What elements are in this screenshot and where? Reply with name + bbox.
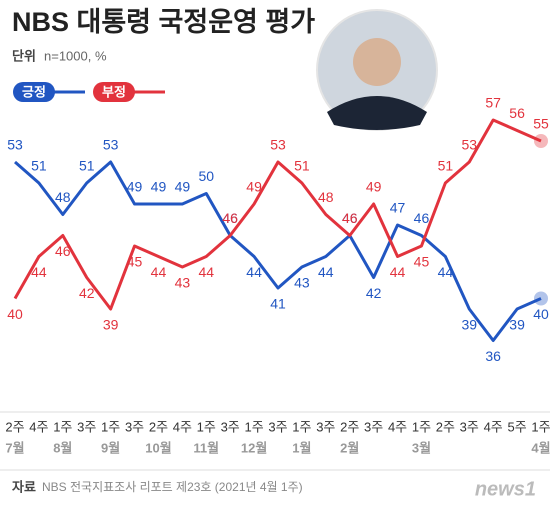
x-tick-label: 4주 [173,419,192,434]
month-label: 4월 [531,440,550,455]
x-tick-label: 2주 [436,419,455,434]
source: NBS 전국지표조사 리포트 제23호 (2021년 4월 1주) [42,480,303,494]
x-tick-label: 4주 [388,419,407,434]
legend-label: 부정 [102,84,126,99]
data-label: 44 [390,264,406,280]
data-label: 44 [151,264,167,280]
unit: n=1000, % [44,48,107,63]
data-label: 51 [79,158,95,174]
data-label: 45 [127,254,143,270]
data-label: 43 [294,275,310,291]
legend-swatch [93,82,135,102]
x-tick-label: 5주 [507,419,526,434]
x-tick-label: 3주 [460,419,479,434]
data-label: 39 [509,317,525,333]
x-tick-label: 2주 [340,419,359,434]
data-label: 39 [103,317,119,333]
data-label: 51 [294,158,310,174]
data-label: 46 [414,210,430,226]
data-label: 49 [175,179,191,195]
legend-label: 긍정 [22,84,46,99]
x-tick-label: 1주 [101,419,120,434]
x-tick-label: 1주 [531,419,550,434]
x-tick-label: 2주 [5,419,24,434]
month-label: 1월 [292,440,311,455]
data-label: 44 [246,264,262,280]
data-label: 46 [222,210,238,226]
data-label: 46 [342,210,358,226]
data-label: 46 [222,210,238,226]
data-label: 55 [533,116,549,132]
data-label: 51 [31,158,47,174]
data-label: 36 [485,348,501,364]
x-tick-label: 3주 [77,419,96,434]
month-label: 11월 [193,440,219,455]
month-label: 9월 [101,440,120,455]
data-label: 47 [390,200,406,216]
month-label: 2월 [340,440,359,455]
data-label: 46 [55,243,71,259]
x-tick-label: 1주 [53,419,72,434]
data-label: 39 [461,317,477,333]
data-label: 53 [103,137,119,153]
source-label: 자료 [12,479,36,494]
data-label: 45 [414,254,430,270]
data-label: 53 [7,137,23,153]
data-label: 44 [318,264,334,280]
x-tick-label: 2주 [149,419,168,434]
data-label: 49 [127,179,143,195]
data-label: 43 [175,275,191,291]
photo [316,9,438,131]
data-label: 49 [246,179,262,195]
end-marker [534,291,548,306]
x-tick-label: 1주 [412,419,431,434]
data-label: 50 [198,168,214,184]
data-label: 57 [485,95,501,111]
legend-swatch [13,82,55,102]
x-tick-label: 4주 [484,419,503,434]
data-label: 51 [438,158,454,174]
month-label: 8월 [53,440,72,455]
data-label: 48 [55,189,71,205]
data-label: 42 [366,285,382,301]
x-tick-label: 3주 [364,419,383,434]
month-label: 7월 [5,440,24,455]
data-label: 56 [509,105,525,121]
data-label: 40 [533,306,549,322]
month-label: 12월 [241,440,267,455]
data-label: 49 [366,179,382,195]
x-tick-label: 1주 [244,419,263,434]
data-label: 40 [7,306,23,322]
data-label: 49 [151,179,167,195]
series-line [14,160,542,342]
x-tick-label: 3주 [268,419,287,434]
chart-title: NBS 대통령 국정운영 평가 [12,7,315,37]
data-label: 41 [270,296,286,312]
data-label: 53 [461,137,477,153]
x-tick-label: 3주 [125,419,144,434]
x-tick-label: 3주 [316,419,335,434]
series-line [13,118,542,311]
end-marker [534,134,548,148]
x-tick-label: 4주 [29,419,48,434]
data-label: 44 [438,264,454,280]
data-label: 48 [318,189,334,205]
month-label: 3월 [412,440,431,455]
data-label: 46 [342,210,358,226]
data-label: 44 [31,264,47,280]
x-tick-label: 1주 [292,419,311,434]
month-label: 10월 [145,440,171,455]
logo: news1 [475,478,536,500]
unit-label: 단위 [12,48,36,63]
x-tick-label: 1주 [197,419,216,434]
data-label: 53 [270,137,286,153]
x-tick-label: 3주 [221,419,240,434]
data-label: 42 [79,285,95,301]
data-label: 44 [198,264,214,280]
